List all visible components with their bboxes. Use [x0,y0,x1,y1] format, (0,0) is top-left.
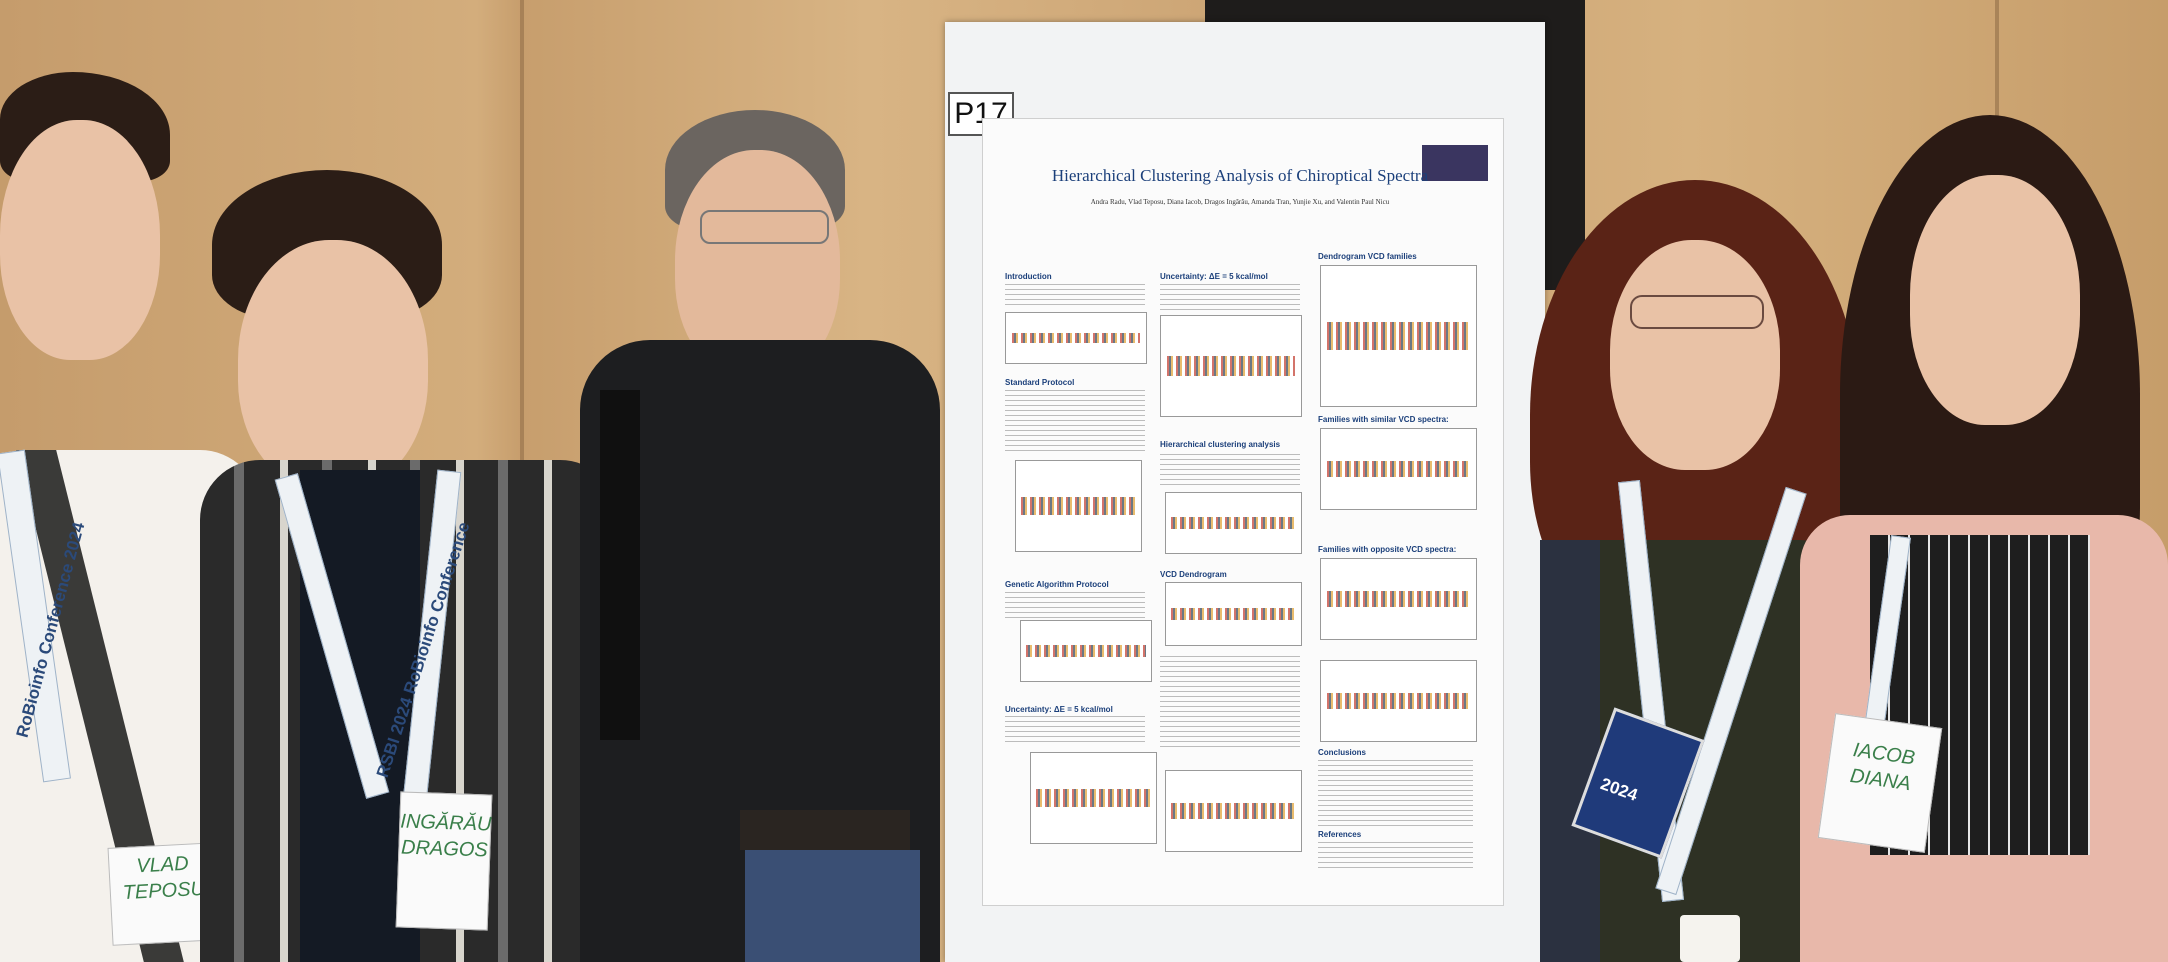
text-block [1005,716,1145,744]
section-vcd-dendrogram: VCD Dendrogram [1160,570,1227,579]
section-references: References [1318,830,1362,839]
families-figure [1320,265,1477,407]
molecules-figure [1320,660,1477,742]
poster-authors: Andra Radu, Vlad Teposu, Diana Iacob, Dr… [1090,198,1390,206]
similar-spectra-figure [1320,428,1477,510]
spectrum-figure [1160,315,1302,417]
text-block [1160,454,1300,486]
opposite-spectra-figure [1320,558,1477,640]
section-genetic-algorithm: Genetic Algorithm Protocol [1005,580,1109,589]
section-uncertainty-mid: Uncertainty: ΔE = 5 kcal/mol [1160,272,1268,281]
section-opposite-families: Families with opposite VCD spectra: [1318,545,1457,554]
text-block [1160,284,1300,310]
section-uncertainty-left: Uncertainty: ΔE = 5 kcal/mol [1005,705,1113,714]
text-block [1005,284,1145,308]
text-block [1005,592,1145,618]
name-badge-dragos: INGĂRĂU DRAGOS [395,791,493,931]
clustering-figure [1165,492,1302,554]
dendrogram-figure [1165,582,1302,646]
text-block [1160,656,1300,750]
section-standard-protocol: Standard Protocol [1005,378,1075,387]
spectrum-figure [1030,752,1157,844]
molecule-figure [1005,312,1147,364]
person-woman-curly-hair: 2024 [1530,180,1860,962]
person-man-glasses [540,110,940,962]
section-similar-families: Families with similar VCD spectra: [1318,415,1449,424]
text-block [1318,760,1473,826]
text-block [1318,842,1473,872]
text-block [1005,390,1145,454]
section-conclusions: Conclusions [1318,748,1367,757]
section-introduction: Introduction [1005,272,1052,281]
flowchart-figure [1020,620,1152,682]
poster-logo [1422,145,1488,181]
name-badge-diana: IACOB DIANA [1817,713,1943,853]
spectrum-figure [1015,460,1142,552]
section-hierarchical-clustering: Hierarchical clustering analysis [1160,440,1281,449]
section-dendrogram-families: Dendrogram VCD families [1318,252,1417,261]
poster-title: Hierarchical Clustering Analysis of Chir… [1051,166,1429,185]
dihedral-figure [1165,770,1302,852]
